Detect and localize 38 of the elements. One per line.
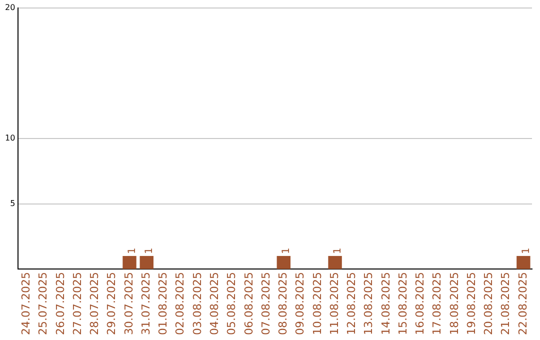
x-tick-label: 04.08.2025 (208, 272, 222, 336)
y-tick-label: 5 (10, 198, 16, 208)
x-tick-label: 30.07.2025 (122, 272, 136, 336)
x-tick-label: 21.08.2025 (499, 272, 512, 336)
x-tick-label: 13.08.2025 (362, 272, 376, 336)
x-tick-label: 27.07.2025 (70, 272, 84, 336)
x-tick-label: 08.08.2025 (276, 272, 290, 336)
y-tick-label: 10 (4, 134, 16, 143)
data-label: 1 (144, 248, 156, 254)
x-tick-label: 06.08.2025 (242, 272, 256, 336)
x-tick-label: 25.07.2025 (36, 272, 50, 336)
x-tick-label: 17.08.2025 (430, 272, 444, 336)
y-tick-label: 20 (4, 3, 16, 12)
x-tick-label: 12.08.2025 (345, 272, 358, 336)
x-tick-label: 09.08.2025 (294, 272, 307, 336)
x-tick-label: 19.08.2025 (464, 272, 478, 336)
x-tick-label: 31.07.2025 (139, 272, 152, 336)
x-tick-label: 15.08.2025 (396, 272, 410, 336)
x-tick-label: 11.08.2025 (328, 272, 341, 336)
x-tick-label: 20.08.2025 (482, 272, 496, 336)
x-tick-label: 14.08.2025 (379, 272, 392, 336)
x-tick-label: 18.08.2025 (448, 272, 461, 336)
x-tick-label: 01.08.2025 (156, 272, 170, 336)
x-tick-label: 24.07.2025 (20, 272, 33, 336)
x-tick-label: 05.08.2025 (225, 272, 238, 336)
x-tick-label: 07.08.2025 (259, 272, 272, 336)
data-label: 1 (127, 248, 138, 254)
x-tick-label: 28.07.2025 (88, 272, 102, 336)
x-tick-label: 16.08.2025 (414, 272, 427, 336)
data-label: 1 (332, 248, 344, 254)
data-label: 1 (521, 248, 532, 254)
x-tick-label: 22.08.2025 (516, 272, 530, 336)
x-tick-label: 26.07.2025 (54, 272, 67, 336)
x-tick-label: 02.08.2025 (174, 272, 187, 336)
x-tick-label: 10.08.2025 (310, 272, 324, 336)
x-tick-label: 29.07.2025 (105, 272, 118, 336)
x-tick-label: 03.08.2025 (190, 272, 204, 336)
data-label: 1 (281, 248, 292, 254)
